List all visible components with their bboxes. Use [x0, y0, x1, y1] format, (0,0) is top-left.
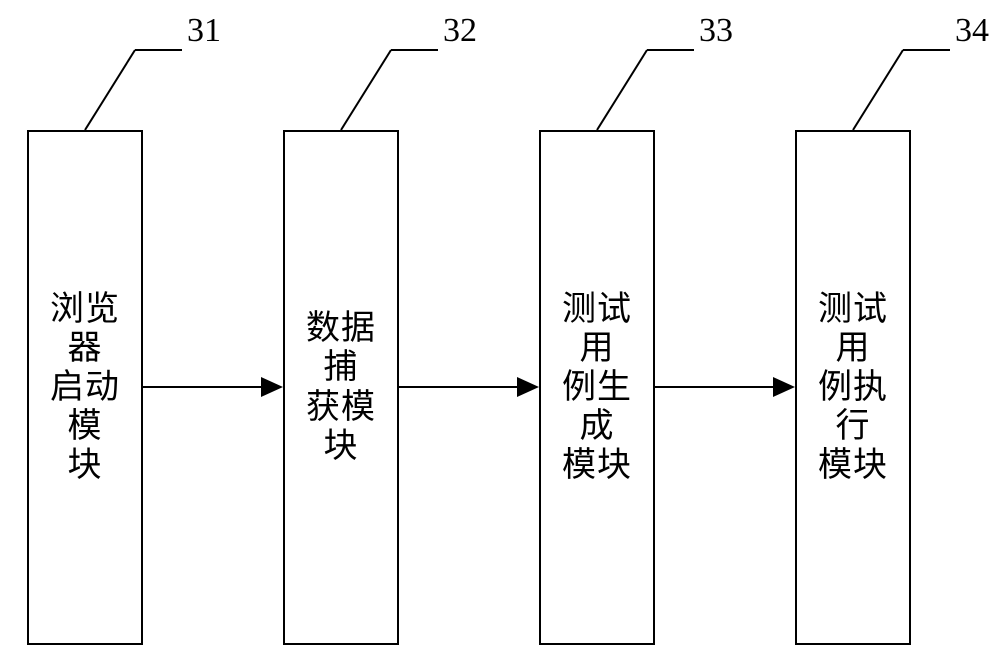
block-label: 浏览器启动模块	[29, 290, 141, 485]
ref-label-31: 31	[187, 12, 221, 50]
ref-label-34: 34	[955, 12, 989, 50]
block-testcase-execute-module: 测试用例执行模块	[795, 130, 911, 645]
block-label: 测试用例生成模块	[541, 290, 653, 485]
ref-label-33: 33	[699, 12, 733, 50]
block-browser-start-module: 浏览器启动模块	[27, 130, 143, 645]
block-label: 数据捕获模块	[285, 309, 397, 465]
block-diagram: 浏览器启动模块 数据捕获模块 测试用例生成模块 测试用例执行模块 31 32 3…	[0, 0, 1000, 655]
block-testcase-generate-module: 测试用例生成模块	[539, 130, 655, 645]
block-data-capture-module: 数据捕获模块	[283, 130, 399, 645]
ref-label-32: 32	[443, 12, 477, 50]
block-label: 测试用例执行模块	[797, 290, 909, 485]
